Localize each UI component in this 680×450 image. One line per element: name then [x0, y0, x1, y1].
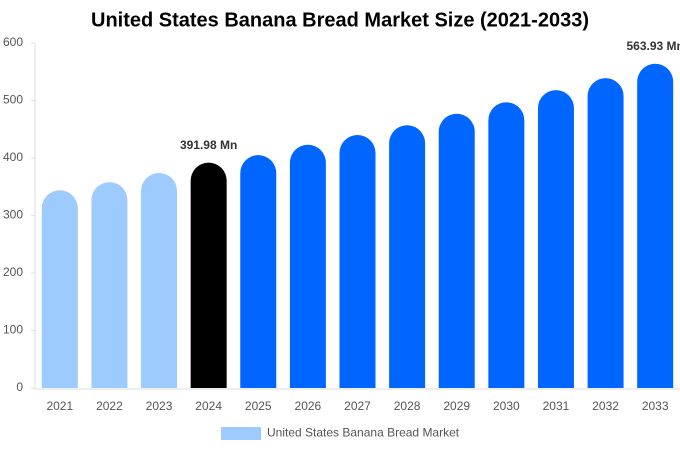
bar	[289, 144, 326, 388]
bar	[438, 113, 475, 388]
x-tick-label: 2022	[96, 399, 123, 413]
value-label: 391.98 Mn	[180, 138, 237, 152]
y-tick-label: 400	[3, 150, 23, 164]
y-tick-label: 100	[3, 323, 23, 337]
x-tick-label: 2027	[344, 399, 371, 413]
x-tick-label: 2024	[195, 399, 222, 413]
bar	[488, 102, 525, 388]
x-tick-label: 2031	[543, 399, 570, 413]
bar	[141, 172, 178, 388]
x-tick-label: 2030	[493, 399, 520, 413]
bar	[91, 182, 128, 388]
legend-swatch	[221, 427, 261, 440]
legend-label: United States Banana Bread Market	[267, 426, 460, 440]
y-tick-label: 600	[3, 35, 23, 49]
y-tick-label: 0	[16, 380, 23, 394]
bar	[537, 90, 574, 388]
y-tick-label: 200	[3, 265, 23, 279]
value-label: 563.93 Mn	[627, 39, 680, 53]
x-tick-label: 2029	[443, 399, 470, 413]
x-tick-label: 2033	[642, 399, 669, 413]
x-tick-label: 2028	[394, 399, 421, 413]
bar	[240, 155, 277, 388]
x-tick-label: 2025	[245, 399, 272, 413]
bar	[339, 135, 376, 388]
x-tick-label: 2026	[295, 399, 322, 413]
chart-title: United States Banana Bread Market Size (…	[91, 9, 589, 31]
bar	[637, 63, 674, 389]
x-tick-label: 2021	[46, 399, 73, 413]
x-tick-label: 2032	[592, 399, 619, 413]
bar	[389, 125, 426, 388]
x-tick-label: 2023	[146, 399, 173, 413]
bar	[587, 78, 624, 388]
y-tick-label: 500	[3, 93, 23, 107]
bar	[190, 162, 227, 388]
y-tick-label: 300	[3, 208, 23, 222]
bar	[41, 190, 78, 388]
